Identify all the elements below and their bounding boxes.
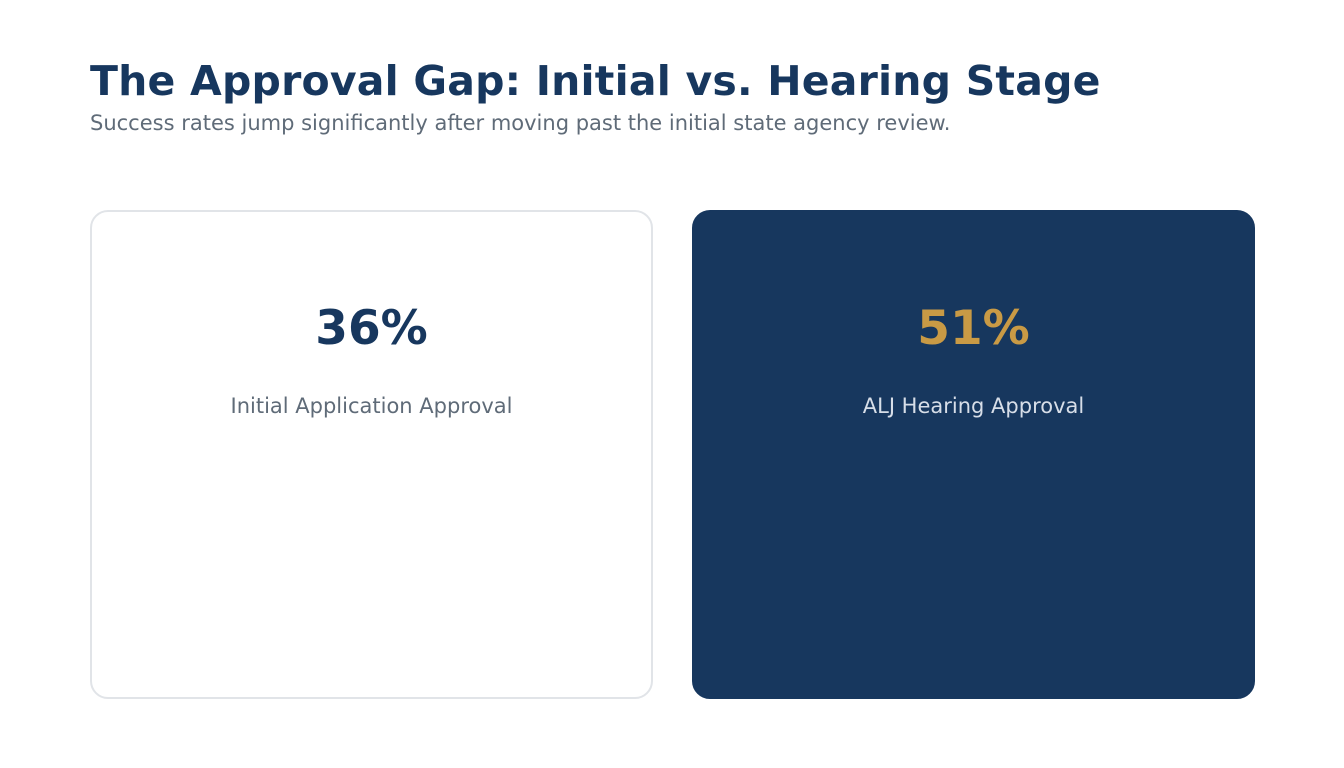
page-title: The Approval Gap: Initial vs. Hearing St… xyxy=(90,57,1101,105)
page-subtitle: Success rates jump significantly after m… xyxy=(90,111,951,135)
stat-value-hearing: 51% xyxy=(917,301,1030,356)
stat-value-initial: 36% xyxy=(315,301,428,356)
stat-cards: 36% Initial Application Approval 51% ALJ… xyxy=(90,210,1255,699)
stat-card-initial: 36% Initial Application Approval xyxy=(90,210,653,699)
stat-label-hearing: ALJ Hearing Approval xyxy=(862,394,1085,418)
stat-card-hearing: 51% ALJ Hearing Approval xyxy=(692,210,1255,699)
stat-label-initial: Initial Application Approval xyxy=(230,394,513,418)
